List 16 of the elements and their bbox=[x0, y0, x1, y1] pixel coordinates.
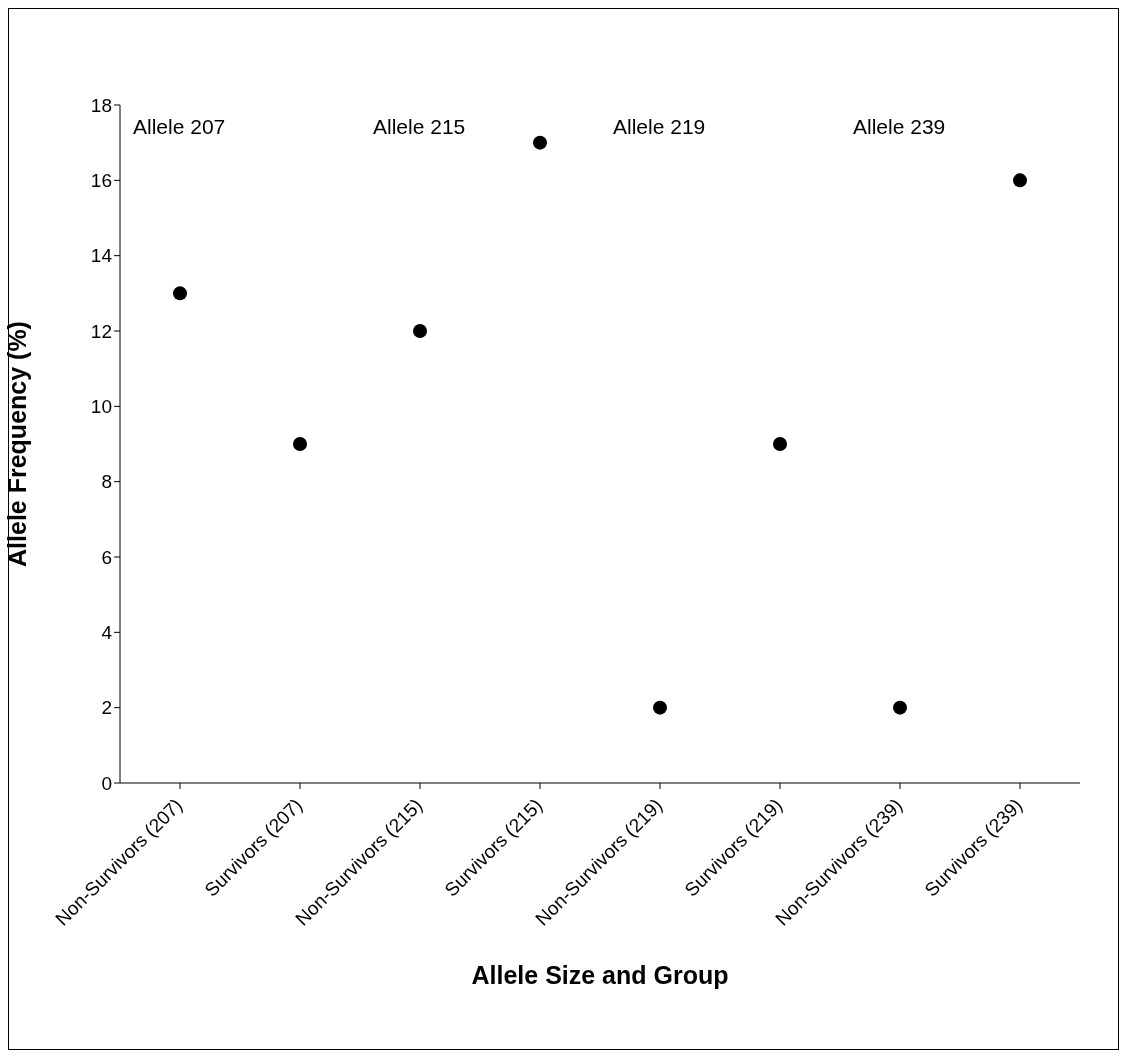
y-tick-label: 0 bbox=[101, 772, 112, 794]
x-axis-title: Allele Size and Group bbox=[470, 961, 730, 990]
text: Allele 219 bbox=[613, 115, 706, 139]
text: Allele 239 bbox=[853, 115, 946, 139]
y-tick-label: 14 bbox=[90, 245, 113, 267]
text: Allele 215 bbox=[373, 115, 466, 139]
y-axis-title: Allele Frequency (%) bbox=[2, 321, 31, 567]
y-tick-label: 10 bbox=[90, 396, 112, 418]
y-tick-label: 12 bbox=[90, 320, 112, 342]
y-tick-label: 16 bbox=[90, 170, 112, 192]
y-tick-label: 6 bbox=[101, 546, 112, 568]
y-tick-label: 4 bbox=[101, 622, 113, 644]
y-tick-label: 18 bbox=[90, 94, 112, 116]
y-tick-label: 2 bbox=[101, 697, 112, 719]
text: Allele 207 bbox=[133, 115, 226, 139]
y-tick-label: 8 bbox=[101, 471, 112, 493]
